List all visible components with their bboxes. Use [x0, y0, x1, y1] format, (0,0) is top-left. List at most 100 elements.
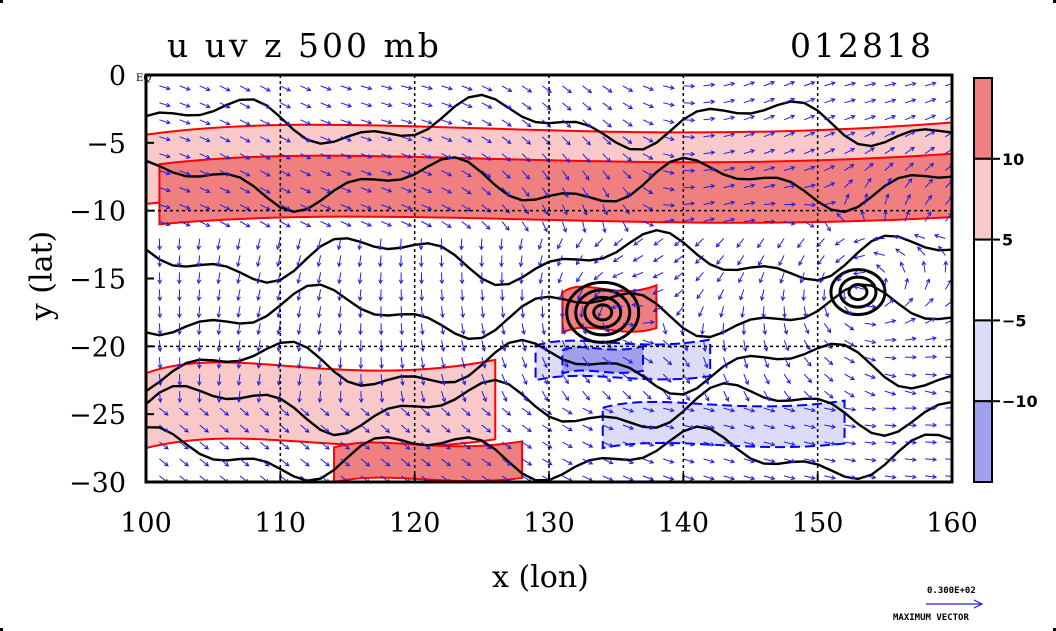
wind-vector: [723, 98, 736, 104]
wind-vector: [518, 255, 524, 268]
wind-vector: [340, 136, 352, 142]
wind-vector: [663, 475, 675, 481]
wind-vector: [594, 238, 604, 248]
wind-vector: [663, 407, 675, 413]
wind-vector: [159, 407, 169, 416]
wind-vector: [280, 102, 292, 109]
wind-vector: [337, 357, 343, 370]
wind-vector: [904, 457, 917, 463]
wind-vector: [239, 407, 250, 416]
wind-vector: [421, 204, 433, 211]
wind-vector: [743, 81, 756, 87]
wind-vector: [801, 289, 807, 302]
wind-vector: [904, 336, 917, 342]
wind-vector: [803, 221, 815, 228]
wind-vector: [904, 81, 917, 87]
wind-vector: [852, 271, 865, 276]
wind-vector: [824, 148, 836, 155]
wind-vector: [216, 357, 222, 370]
wind-vector: [179, 424, 189, 433]
wind-vector: [558, 289, 564, 302]
wind-vector: [602, 136, 612, 146]
wind-vector: [441, 102, 453, 108]
wind-vector: [441, 187, 453, 194]
wind-vector: [562, 85, 572, 94]
wind-vector: [593, 272, 604, 281]
wind-vector: [824, 182, 836, 189]
wind-vector: [561, 390, 570, 402]
wind-vector: [652, 305, 664, 312]
wind-vector: [300, 407, 310, 417]
wind-vector: [904, 162, 914, 171]
wind-vector: [461, 85, 473, 91]
wind-vector: [703, 458, 716, 464]
wind-vector: [925, 422, 938, 428]
wind-vector: [259, 136, 271, 143]
wind-vector: [236, 374, 242, 387]
wind-vector: [899, 261, 906, 273]
wind-vector: [763, 424, 776, 430]
wind-vector: [804, 148, 816, 155]
wind-vector: [804, 407, 816, 413]
wind-vector: [236, 255, 241, 268]
wind-vector: [864, 406, 877, 412]
wind-vector: [904, 178, 913, 188]
wind-vector: [884, 131, 896, 138]
wind-vector: [783, 475, 796, 481]
wind-vector: [216, 323, 222, 336]
wind-vector: [400, 391, 405, 403]
wind-vector: [159, 153, 171, 159]
wind-vector: [159, 424, 169, 433]
wind-vector: [723, 424, 736, 430]
wind-vector: [743, 132, 756, 138]
wind-vector: [296, 238, 301, 251]
chart-title: u uv z 500 mb: [167, 26, 442, 65]
wind-vector: [501, 407, 512, 416]
wind-vector: [783, 166, 796, 172]
wind-vector: [924, 297, 934, 307]
wind-vector: [276, 323, 282, 336]
wind-vector: [179, 458, 190, 467]
wind-vector: [541, 357, 548, 369]
wind-vector: [602, 153, 611, 163]
wind-vector: [853, 238, 865, 244]
wind-vector: [300, 102, 312, 109]
wind-vector: [459, 289, 465, 302]
wind-vector: [159, 85, 171, 91]
wind-vector: [575, 238, 584, 249]
wind-vector: [320, 458, 330, 467]
corner-mark: [1053, 628, 1056, 631]
wind-vector: [683, 424, 695, 430]
wind-vector: [602, 441, 614, 448]
wind-vector: [377, 238, 383, 251]
wind-vector: [582, 356, 590, 367]
wind-vector: [300, 119, 312, 126]
wind-vector: [481, 407, 491, 416]
wind-vector: [219, 458, 230, 467]
wind-vector: [317, 306, 322, 319]
wind-vector: [179, 119, 191, 125]
wind-vector: [501, 424, 512, 433]
wind-vector: [783, 97, 796, 104]
wind-vector: [276, 238, 281, 251]
wind-vector: [662, 390, 671, 401]
wind-vector: [199, 102, 211, 109]
wind-vector: [864, 356, 877, 362]
wind-vector: [864, 423, 877, 429]
wind-vector: [864, 131, 876, 138]
date-code: 012818: [790, 26, 934, 65]
wind-vector: [884, 440, 897, 446]
wind-vector: [824, 356, 834, 366]
colorbar-tick-label: −5: [1002, 311, 1027, 330]
wind-vector: [520, 306, 526, 319]
wind-vector: [179, 85, 191, 91]
wind-vector: [316, 238, 322, 251]
wind-vector: [945, 130, 952, 138]
wind-vector: [612, 271, 624, 278]
wind-vector: [864, 177, 872, 188]
wind-vector: [401, 204, 413, 210]
wind-vector: [743, 183, 756, 189]
wind-vector: [837, 272, 845, 282]
wind-vector: [783, 323, 789, 336]
wind-vector: [836, 212, 845, 222]
